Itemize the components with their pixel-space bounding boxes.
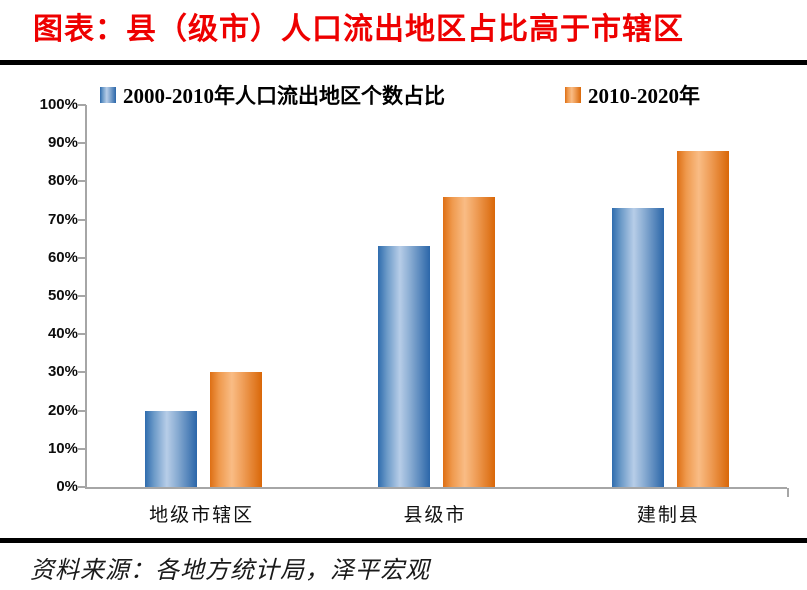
y-tick-label: 50% xyxy=(47,287,78,304)
bar-series1-cat2 xyxy=(378,246,431,487)
y-tick-label: 30% xyxy=(47,363,78,381)
y-tick-label: 80% xyxy=(47,172,78,190)
x-axis-end-tick xyxy=(787,488,789,497)
legend-label-2000-2010: 2000-2010年人口流出地区个数占比 xyxy=(123,84,445,108)
y-tick-label: 10% xyxy=(47,439,78,457)
legend-label-2010-2020: 2010-2020年 xyxy=(588,84,700,108)
y-axis-tick-mark xyxy=(77,371,86,374)
chart-title: 图表：县（级市）人口流出地区占比高于市辖区 xyxy=(33,13,684,46)
x-category-label: 地级市辖区 xyxy=(149,505,255,526)
x-category-label: 建制县 xyxy=(636,505,700,526)
y-axis-tick-mark xyxy=(77,256,86,259)
y-tick-label: 0% xyxy=(56,478,78,495)
y-tick-label: 70% xyxy=(47,210,78,228)
plot-area xyxy=(77,104,789,497)
y-tick-label: 20% xyxy=(47,401,78,419)
y-tick-label: 100% xyxy=(39,96,78,113)
bar-series2-cat3 xyxy=(676,150,729,487)
bar-groups xyxy=(87,105,787,487)
source-note: 资料来源：各地方统计局，泽平宏观 xyxy=(30,558,430,584)
y-tick-label: 90% xyxy=(47,134,78,152)
y-axis-tick-mark xyxy=(77,142,86,145)
y-tick-label: 40% xyxy=(47,325,78,343)
x-axis-category-labels: 地级市辖区 县级市 建制县 xyxy=(85,500,785,527)
y-axis-tick-mark xyxy=(77,218,86,221)
y-axis-tick-mark xyxy=(77,104,86,106)
bar-series2-cat1 xyxy=(210,372,263,487)
legend-swatch-blue-icon xyxy=(100,87,116,103)
bar-series2-cat2 xyxy=(443,196,496,487)
y-tick-label: 60% xyxy=(47,248,78,266)
bottom-divider-rule xyxy=(0,538,807,543)
y-axis-tick-mark xyxy=(77,447,86,450)
legend-item-2000-2010: 2000-2010年人口流出地区个数占比 xyxy=(100,80,445,110)
bar-series1-cat3 xyxy=(611,208,664,487)
y-axis-tick-mark xyxy=(77,295,86,297)
bar-series1-cat1 xyxy=(145,410,198,487)
top-divider-rule xyxy=(0,60,807,65)
y-axis-tick-mark xyxy=(77,333,86,336)
legend-item-2010-2020: 2010-2020年 xyxy=(565,80,700,110)
bar-group-1 xyxy=(87,105,320,487)
legend-swatch-orange-icon xyxy=(565,87,581,103)
y-axis-tick-mark xyxy=(77,486,86,488)
x-category-label: 县级市 xyxy=(403,505,467,526)
bar-group-3 xyxy=(554,105,787,487)
y-axis-tick-mark xyxy=(77,180,86,183)
bar-group-2 xyxy=(320,105,553,487)
y-axis-tick-mark xyxy=(77,409,86,412)
